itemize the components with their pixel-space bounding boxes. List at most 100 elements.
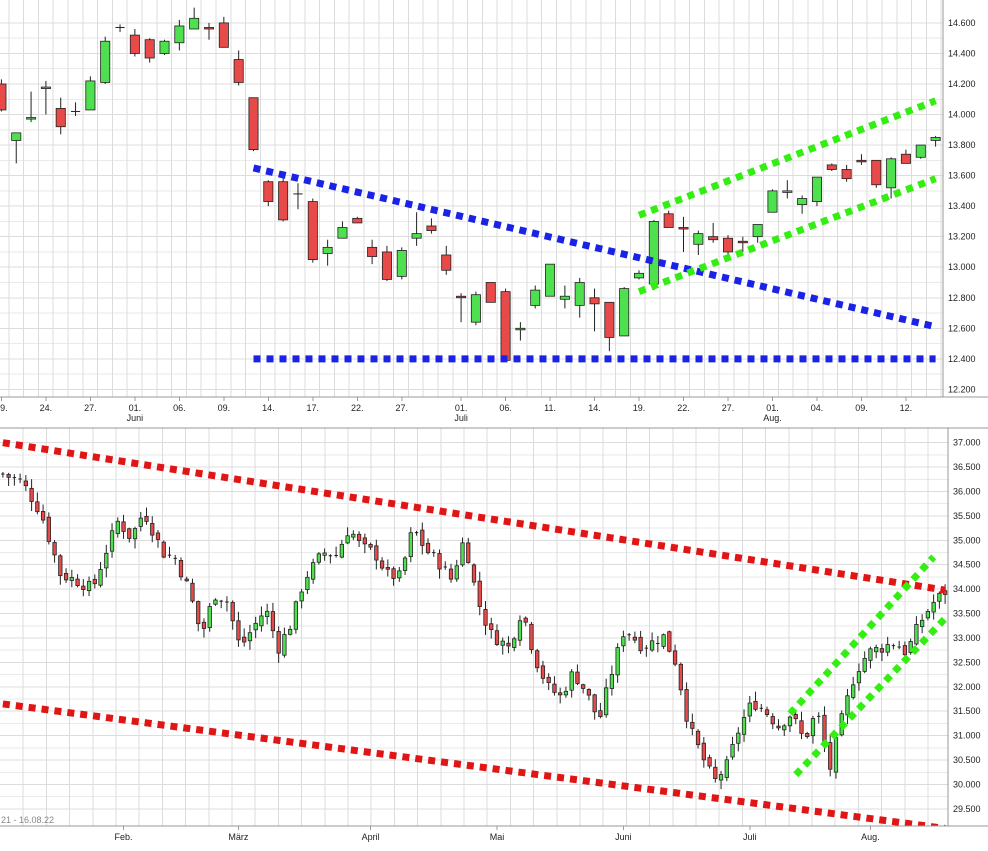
- candle-body: [574, 282, 585, 306]
- candle-body: [552, 683, 557, 693]
- candle-body: [35, 501, 40, 513]
- candle-body: [485, 282, 496, 303]
- candle: [621, 630, 626, 652]
- candle: [693, 230, 704, 255]
- candle: [425, 538, 431, 555]
- candle: [817, 712, 821, 724]
- candle: [276, 626, 281, 663]
- candle-body: [420, 529, 425, 546]
- candle: [718, 770, 724, 790]
- candle: [632, 631, 637, 644]
- candle-body: [411, 233, 422, 239]
- candle-body: [426, 225, 437, 231]
- candle: [598, 702, 603, 719]
- candle-body: [856, 671, 862, 684]
- candle-body: [46, 516, 51, 542]
- candle-body: [874, 647, 879, 653]
- candle-body: [828, 742, 833, 770]
- candle-body: [248, 97, 259, 151]
- candle-body: [931, 602, 936, 613]
- x-tick-label: 17.: [307, 403, 320, 413]
- candle-body: [356, 533, 362, 541]
- candle: [500, 637, 505, 655]
- candle: [351, 530, 356, 541]
- x-tick-label: 14.: [588, 403, 601, 413]
- candle: [930, 135, 941, 147]
- candle-body: [213, 599, 218, 605]
- candle-body: [477, 580, 482, 607]
- candle-body: [752, 224, 763, 238]
- candle: [75, 574, 80, 588]
- candle: [678, 662, 683, 696]
- candle-body: [368, 543, 373, 548]
- candle-body: [40, 511, 46, 521]
- candle-body: [581, 684, 586, 689]
- candle-body: [494, 630, 500, 645]
- y-tick-label: 14.000: [948, 110, 976, 120]
- candle: [207, 603, 212, 632]
- candle: [604, 301, 615, 352]
- candle: [81, 579, 86, 597]
- candle: [862, 651, 867, 674]
- candle: [506, 636, 511, 654]
- x-tick-label: 14.: [262, 403, 275, 413]
- y-tick-label: 12.200: [948, 384, 976, 394]
- y-tick-label: 33.500: [953, 609, 981, 619]
- candle-body: [144, 39, 155, 59]
- y-tick-label: 31.000: [953, 731, 981, 741]
- candle: [367, 239, 378, 265]
- candle-body: [667, 631, 672, 652]
- y-tick-label: 36.000: [953, 486, 981, 496]
- candle: [247, 624, 253, 650]
- candle-body: [787, 716, 793, 727]
- trendline-red: [2, 700, 946, 826]
- candle-body: [862, 657, 867, 672]
- candle: [897, 640, 901, 650]
- candle: [523, 616, 528, 627]
- candle-body: [782, 725, 787, 731]
- y-tick-label: 36.500: [953, 462, 981, 472]
- candle-body: [535, 650, 540, 669]
- candle-body: [782, 190, 793, 193]
- candle-body: [265, 610, 270, 617]
- candle: [546, 673, 551, 691]
- candle: [868, 646, 873, 669]
- candle: [263, 180, 274, 207]
- candle-body: [374, 545, 379, 561]
- candle-body: [470, 294, 481, 323]
- candle-body: [98, 569, 103, 586]
- candle: [196, 600, 201, 632]
- candle: [500, 288, 511, 361]
- candle-body: [81, 585, 86, 590]
- candle: [634, 270, 645, 280]
- candle-body: [915, 144, 926, 158]
- candle-body: [604, 301, 615, 338]
- candle-body: [178, 559, 184, 578]
- candle-body: [242, 636, 247, 643]
- candle: [512, 636, 517, 652]
- x-tick-label: Juni: [615, 832, 632, 842]
- candle-body: [40, 86, 51, 89]
- candle-body: [604, 687, 609, 716]
- candle: [545, 263, 556, 297]
- candle-body: [109, 530, 115, 552]
- candle-body: [563, 690, 569, 696]
- candle: [381, 245, 392, 281]
- x-month-label: Juli: [454, 413, 468, 423]
- candle-body: [886, 158, 897, 189]
- candle: [144, 38, 155, 63]
- candle: [230, 600, 235, 630]
- candle-body: [184, 578, 189, 582]
- candle: [737, 236, 748, 252]
- candle: [460, 537, 465, 567]
- candle: [85, 76, 96, 111]
- x-tick-label: Mai: [490, 832, 505, 842]
- candle: [225, 596, 229, 612]
- candle-body: [402, 557, 408, 571]
- candle: [592, 693, 597, 720]
- candle-body: [575, 671, 580, 684]
- candle-body: [75, 578, 80, 586]
- candle-body: [718, 774, 724, 781]
- candle-body: [85, 80, 96, 111]
- candle-body: [615, 647, 620, 676]
